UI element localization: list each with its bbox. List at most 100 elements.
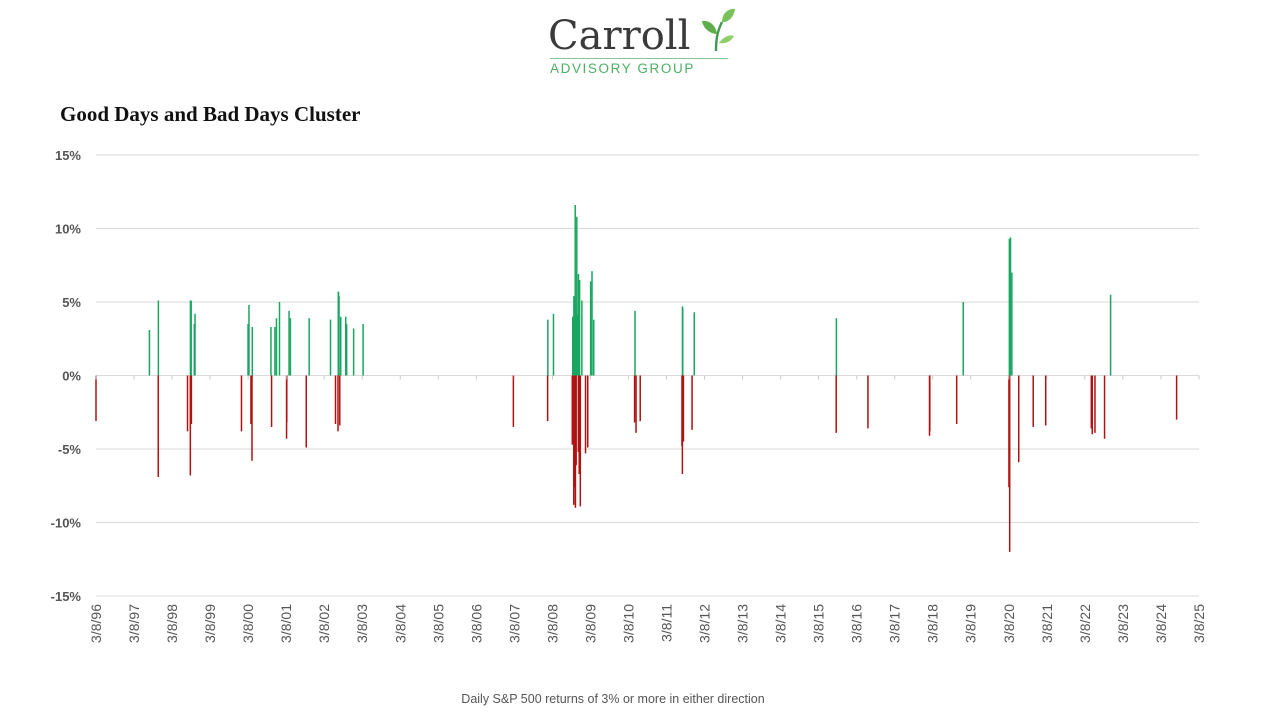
- x-tick-label: 3/8/17: [887, 604, 903, 643]
- bar-up-day: [194, 313, 196, 376]
- bar-down-day: [1094, 375, 1096, 433]
- x-tick-label: 3/8/00: [240, 604, 256, 643]
- bar-up-day: [345, 324, 348, 376]
- y-tick-label: 5%: [62, 295, 81, 310]
- bar-down-day: [1091, 375, 1094, 435]
- bar-down-day: [635, 375, 637, 433]
- bar-up-day: [190, 300, 192, 376]
- logo-divider: [550, 58, 728, 59]
- sprout-icon: [702, 8, 735, 52]
- bar-down-day: [681, 375, 684, 474]
- gridlines: [96, 154, 1199, 597]
- company-logo: Carroll ADVISORY GROUP: [548, 6, 738, 76]
- bar-down-day: [251, 375, 253, 461]
- x-axis-ticks: 3/8/96 3/8/97 3/8/98 3/8/99 3/8/00 3/8/01 3/8/…: [88, 375, 1207, 643]
- bar-down-day: [190, 375, 193, 425]
- bar-down-day: [512, 375, 515, 427]
- bar-up-day: [552, 313, 555, 376]
- bar-down-day: [578, 375, 580, 474]
- y-tick-label: -15%: [51, 589, 82, 604]
- x-tick-label: 3/8/11: [658, 604, 674, 642]
- bar-down-day: [633, 375, 636, 423]
- bar-up-day: [362, 324, 364, 376]
- x-tick-label: 3/8/09: [582, 604, 598, 643]
- bar-up-day: [1008, 238, 1011, 376]
- bar-up-day: [274, 326, 276, 376]
- bar-down-day: [573, 375, 575, 505]
- bar-up-day: [157, 300, 160, 376]
- x-tick-label: 3/8/21: [1039, 604, 1055, 643]
- bar-up-day: [278, 302, 281, 376]
- bar-up-day: [270, 326, 272, 376]
- bar-down-day: [334, 375, 337, 425]
- logo-wordmark: Carroll: [548, 13, 691, 59]
- bar-up-day: [248, 304, 250, 376]
- bar-down-day: [339, 375, 341, 426]
- bar-up-day: [591, 271, 593, 376]
- bar-up-day: [835, 318, 838, 376]
- bar-down-day: [157, 375, 160, 477]
- bar-down-day: [639, 375, 641, 422]
- bar-down-day: [1175, 375, 1178, 420]
- bar-down-day: [546, 375, 549, 422]
- x-tick-label: 3/8/10: [620, 604, 636, 643]
- x-tick-label: 3/8/08: [544, 604, 560, 643]
- bar-up-day: [573, 296, 575, 376]
- y-tick-label: -5%: [58, 442, 82, 457]
- bar-up-day: [288, 310, 290, 376]
- y-tick-label: 0%: [62, 369, 81, 384]
- bar-down-day: [186, 375, 189, 432]
- bar-down-day: [1103, 375, 1106, 439]
- x-tick-label: 3/8/16: [849, 604, 865, 643]
- bar-down-day: [929, 375, 931, 432]
- x-tick-label: 3/8/96: [88, 604, 104, 643]
- bar-up-day: [148, 329, 151, 376]
- x-tick-label: 3/8/04: [392, 604, 408, 643]
- x-tick-label: 3/8/99: [202, 604, 218, 643]
- x-tick-label: 3/8/18: [925, 604, 941, 643]
- bar-up-day: [1109, 294, 1112, 376]
- x-tick-label: 3/8/02: [316, 604, 332, 643]
- x-tick-label: 3/8/97: [126, 604, 142, 643]
- x-tick-label: 3/8/22: [1077, 604, 1093, 643]
- bar-up-day: [589, 281, 592, 376]
- bar-down-day: [270, 375, 273, 427]
- y-tick-label: -10%: [51, 516, 82, 531]
- bar-up-day: [1009, 237, 1012, 376]
- bar-up-day: [247, 324, 249, 376]
- x-tick-label: 3/8/13: [735, 604, 751, 643]
- bar-down-day: [286, 375, 288, 423]
- bar-up-day: [681, 307, 684, 376]
- chart-title: Good Days and Bad Days Cluster: [60, 102, 361, 126]
- x-tick-label: 3/8/12: [697, 604, 713, 643]
- bar-down-day: [305, 375, 307, 448]
- bar-up-day: [576, 315, 579, 376]
- x-tick-label: 3/8/98: [164, 604, 180, 643]
- bar-up-day: [962, 302, 964, 376]
- bar-down-day: [682, 375, 685, 442]
- logo-tagline: ADVISORY GROUP: [550, 61, 695, 76]
- bar-up-day: [308, 318, 310, 376]
- returns-chart: 15% 10% 5% 0% -5% -10% -15% 3/8/96 3/8/97 3/8/98…: [51, 148, 1207, 643]
- y-tick-label: 15%: [55, 148, 81, 163]
- bar-down-day: [1090, 375, 1093, 429]
- bar-up-day: [577, 274, 580, 376]
- bar-up-day: [1011, 272, 1013, 376]
- bar-down-day: [579, 375, 582, 507]
- x-tick-label: 3/8/06: [468, 604, 484, 643]
- bar-up-day: [581, 300, 583, 376]
- bar-up-day: [547, 319, 549, 376]
- x-tick-label: 3/8/24: [1153, 604, 1169, 643]
- bar-down-day: [337, 375, 339, 432]
- bar-down-day: [575, 375, 577, 466]
- x-tick-label: 3/8/15: [811, 604, 827, 643]
- bar-up-day: [576, 216, 578, 376]
- x-tick-label: 3/8/01: [278, 604, 294, 643]
- bar-down-day: [1008, 375, 1011, 552]
- bar-down-day: [1017, 375, 1020, 463]
- bar-down-day: [571, 375, 574, 445]
- bar-up-day: [344, 316, 347, 376]
- bar-up-day: [251, 326, 254, 376]
- bar-up-day: [571, 316, 574, 376]
- bar-up-day: [339, 316, 342, 376]
